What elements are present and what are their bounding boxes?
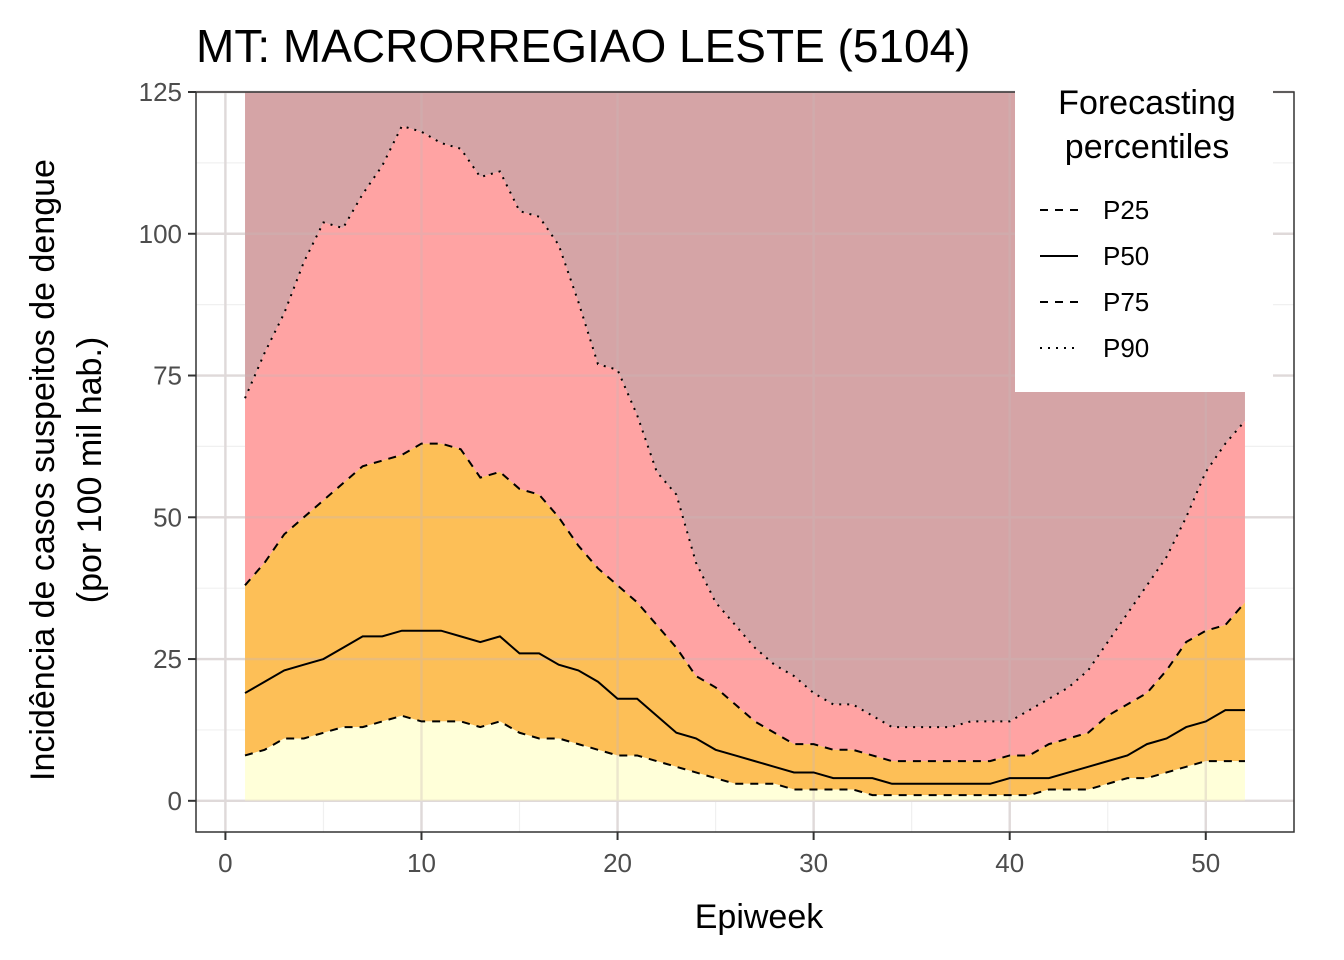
legend-title-line1: Forecasting [1058,84,1236,122]
x-tick-label: 20 [603,848,632,878]
y-axis: 0 25 50 75 100 125 [139,77,196,816]
y-tick-label: 75 [153,361,182,391]
plot-border [195,91,1295,833]
legend-label-p90: P90 [1103,333,1149,363]
legend-background [1015,78,1273,392]
x-tick-label: 0 [218,848,232,878]
x-tick-label: 10 [407,848,436,878]
y-axis-title-line1: Incidência de casos suspeitos de dengue [24,159,62,781]
chart-title: MT: MACRORREGIAO LESTE (5104) [196,20,971,72]
series-line-p25 [244,714,1245,797]
legend: Forecasting percentiles P25 P50 P75 P90 [1015,78,1273,392]
series-line-p50 [244,629,1245,785]
x-axis: 0 10 20 30 40 50 [218,832,1220,878]
x-tick-label: 50 [1191,848,1220,878]
y-axis-title-line2: (por 100 mil hab.) [71,337,109,603]
x-axis-title: Epiweek [695,898,825,936]
legend-label-p25: P25 [1103,195,1149,225]
x-tick-label: 40 [995,848,1024,878]
band-below-p25 [245,715,1245,801]
legend-entries: P25 P50 P75 P90 [1040,195,1149,363]
band-above-p90 [245,92,1245,728]
legend-label-p50: P50 [1103,241,1149,271]
legend-title-line2: percentiles [1065,128,1229,166]
y-tick-label: 100 [139,219,182,249]
y-tick-label: 25 [153,644,182,674]
percentile-lines [244,124,1246,797]
series-line-p75 [244,442,1246,763]
series-line-p90 [244,124,1246,729]
y-tick-label: 0 [168,786,182,816]
x-tick-label: 30 [799,848,828,878]
band-p25-p75 [245,443,1245,796]
legend-label-p75: P75 [1103,287,1149,317]
y-tick-label: 125 [139,77,182,107]
y-tick-label: 50 [153,502,182,532]
band-p75-p90 [245,126,1245,762]
